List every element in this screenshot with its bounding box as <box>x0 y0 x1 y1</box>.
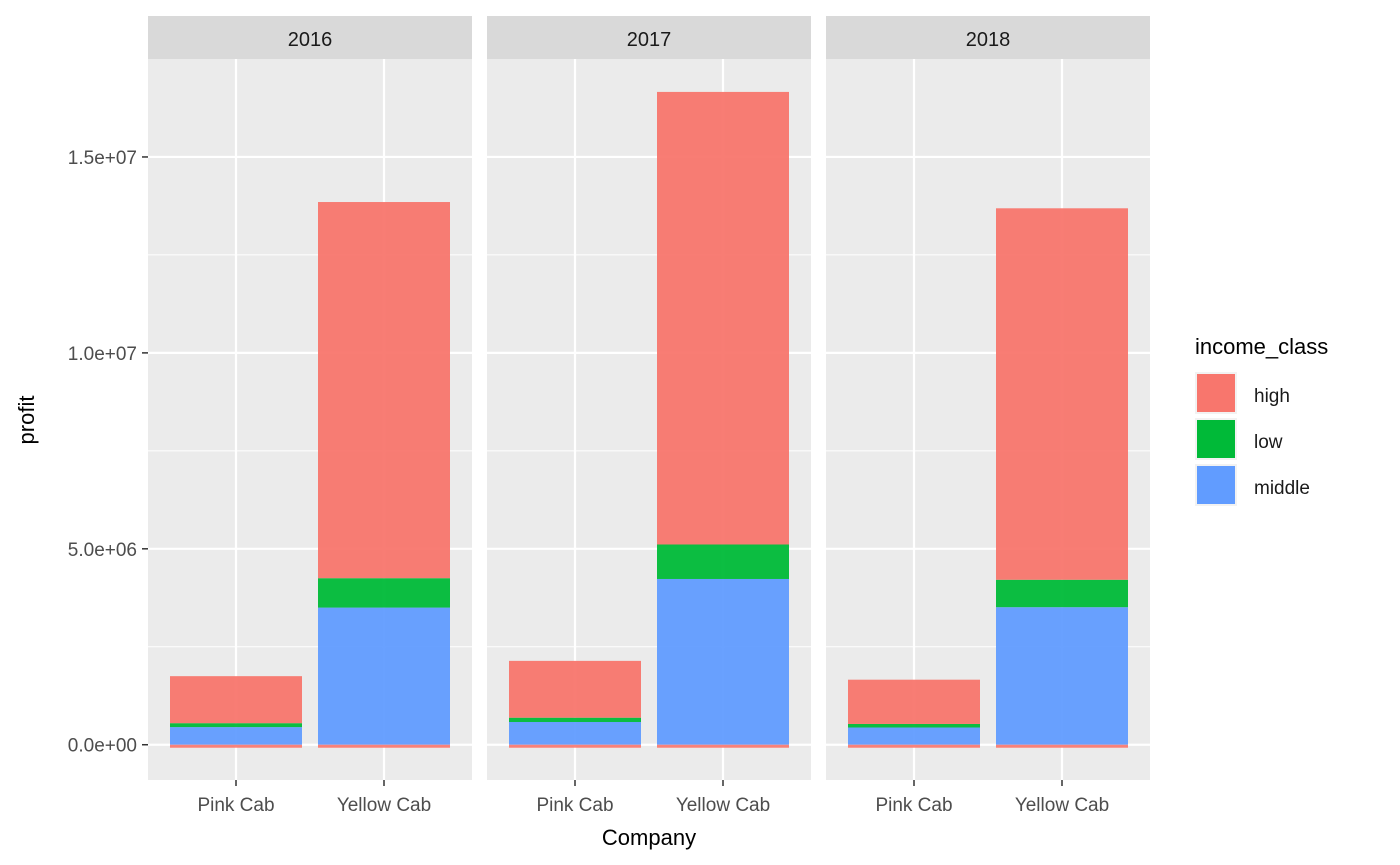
bar-segment-yellow-cab-low <box>996 579 1128 608</box>
legend-swatch-high <box>1197 374 1235 412</box>
facet-panels: 2016 Pink Cab Yellow Cab 2017 Pink Cab Yellow… <box>148 16 1150 816</box>
bar-segment-pink-cab-middle <box>509 722 641 745</box>
bar-segment-pink-cab-low <box>170 723 302 728</box>
x-tick-label: Pink Cab <box>197 795 274 816</box>
legend: income_class high low middle <box>1195 334 1328 506</box>
facet-strip <box>487 16 811 59</box>
bar-segment-yellow-cab-low <box>318 578 450 608</box>
bar-segment-yellow-cab-low <box>657 544 789 579</box>
bar-baseline-sliver <box>996 744 1128 748</box>
y-axis: 0.0e+00 5.0e+06 1.0e+07 1.5e+07 <box>68 148 148 757</box>
facet-strip-label: 2018 <box>966 29 1011 51</box>
x-tick-label: Pink Cab <box>536 795 613 816</box>
facet-strip-label: 2017 <box>627 29 672 51</box>
facet-panel-2018: 2018 Pink Cab Yellow Cab <box>826 16 1150 816</box>
bar-segment-yellow-cab-high <box>657 91 789 545</box>
y-tick-label: 0.0e+00 <box>68 736 137 757</box>
bar-baseline-sliver <box>170 744 302 748</box>
bar-segment-pink-cab-high <box>170 676 302 724</box>
x-tick-label: Yellow Cab <box>337 795 431 816</box>
bar-segment-yellow-cab-middle <box>318 607 450 745</box>
y-tick-label: 1.5e+07 <box>68 148 137 169</box>
bar-baseline-sliver <box>318 744 450 748</box>
bar-baseline-sliver <box>848 744 980 748</box>
y-tick-label: 5.0e+06 <box>68 540 137 561</box>
legend-label-low: low <box>1254 432 1283 453</box>
bar-segment-pink-cab-low <box>848 723 980 728</box>
x-tick-label: Yellow Cab <box>1015 795 1109 816</box>
bar-baseline-sliver <box>657 744 789 748</box>
bar-segment-pink-cab-high <box>848 679 980 724</box>
y-tick-label: 1.0e+07 <box>68 344 137 365</box>
bar-baseline-sliver <box>509 744 641 748</box>
facet-strip-label: 2016 <box>288 29 333 51</box>
bar-segment-yellow-cab-high <box>318 202 450 579</box>
x-tick-label: Yellow Cab <box>676 795 770 816</box>
legend-title: income_class <box>1195 334 1328 359</box>
legend-swatch-middle <box>1197 466 1235 504</box>
facet-panel-2017: 2017 Pink Cab Yellow Cab <box>487 16 811 816</box>
x-tick-label: Pink Cab <box>875 795 952 816</box>
x-axis-title: Company <box>602 825 696 850</box>
bar-segment-pink-cab-middle <box>170 727 302 745</box>
legend-label-middle: middle <box>1254 478 1310 499</box>
bar-segment-pink-cab-low <box>509 717 641 723</box>
bar-segment-pink-cab-high <box>509 660 641 718</box>
facet-strip <box>148 16 472 59</box>
legend-label-high: high <box>1254 386 1290 407</box>
bar-segment-yellow-cab-middle <box>657 578 789 745</box>
legend-swatch-low <box>1197 420 1235 458</box>
facet-panel-2016: 2016 Pink Cab Yellow Cab <box>148 16 472 816</box>
y-axis-title: profit <box>14 396 39 445</box>
bar-segment-pink-cab-middle <box>848 727 980 745</box>
facet-strip <box>826 16 1150 59</box>
bar-segment-yellow-cab-high <box>996 208 1128 580</box>
bar-segment-yellow-cab-middle <box>996 607 1128 745</box>
